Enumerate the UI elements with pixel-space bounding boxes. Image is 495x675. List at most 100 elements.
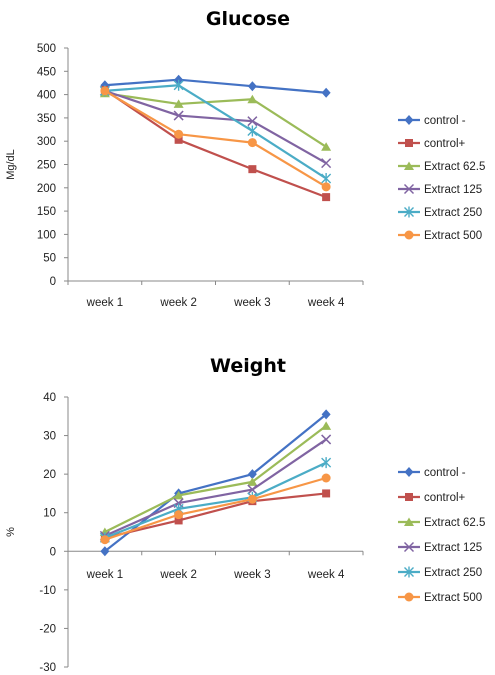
legend-marker	[403, 541, 415, 553]
chart-title: Glucose	[206, 8, 290, 30]
y-tick-label: 50	[43, 253, 56, 265]
series-line	[104, 461, 327, 539]
legend-item: Extract 250	[398, 566, 482, 579]
y-axis-label: Mg/dL	[5, 149, 17, 180]
legend-label: Extract 125	[424, 542, 482, 554]
data-point	[322, 489, 331, 498]
y-tick-label: 200	[37, 183, 56, 195]
data-point	[247, 477, 258, 486]
data-point	[247, 469, 257, 480]
series-extract-500	[100, 86, 331, 192]
data-point	[321, 87, 331, 98]
legend-marker	[404, 230, 414, 240]
x-tick-label: week 4	[307, 297, 345, 309]
y-tick-label: 350	[37, 113, 56, 125]
data-point	[321, 434, 332, 445]
legend-marker	[405, 139, 413, 147]
legend-label: Extract 500	[424, 230, 482, 242]
legend-label: Extract 500	[424, 592, 482, 604]
y-tick-label: -10	[39, 585, 56, 597]
legend-marker	[404, 467, 414, 477]
x-tick-label: week 2	[159, 569, 196, 581]
series-line	[104, 84, 327, 180]
legend-marker	[405, 493, 413, 501]
x-tick-label: week 2	[159, 297, 196, 309]
series-control	[100, 74, 331, 98]
y-tick-label: 20	[43, 469, 56, 481]
y-tick-label: 450	[37, 66, 56, 78]
series-extract-62-5	[99, 88, 332, 151]
y-tick-label: 40	[43, 392, 56, 404]
series-control	[100, 409, 331, 557]
data-point	[322, 193, 331, 202]
data-point	[173, 490, 184, 500]
data-point	[247, 484, 258, 495]
series-line	[104, 92, 327, 148]
legend-label: Extract 250	[424, 567, 482, 579]
series-line	[104, 89, 327, 199]
chart-glucose: Glucose 0 50 100 150 200 250 300 350 400 450 500 wee…	[5, 8, 485, 309]
chart-weight: Weight -30 -20 -10 0 10 20 30 40 week 1 week 2 week…	[5, 355, 485, 674]
x-tick-label: week 3	[233, 569, 270, 581]
legend: control - control+ Extract 62.5 Extract 125…	[398, 115, 485, 242]
legend-marker	[404, 115, 414, 125]
legend-label: Extract 62.5	[424, 517, 485, 529]
data-point	[174, 129, 184, 139]
data-point	[321, 409, 331, 420]
series-line	[104, 438, 327, 537]
legend-marker	[404, 161, 414, 170]
series-line	[104, 89, 327, 188]
y-tick-label: 250	[37, 160, 56, 172]
data-point	[321, 457, 332, 469]
y-tick-label: 100	[37, 229, 56, 241]
data-point	[174, 510, 184, 520]
y-tick-label: 0	[50, 546, 56, 558]
series-line	[104, 89, 327, 165]
legend-item: Extract 500	[398, 592, 482, 604]
legend: control - control+ Extract 62.5 Extract 125…	[398, 467, 485, 604]
legend-item: Extract 125	[398, 541, 482, 554]
data-point	[173, 79, 184, 91]
legend-label: Extract 250	[424, 207, 482, 219]
series-line	[104, 78, 327, 94]
legend-label: Extract 62.5	[424, 161, 485, 173]
legend-label: control+	[424, 138, 466, 150]
legend-marker	[404, 566, 414, 578]
legend-item: Extract 125	[398, 183, 482, 196]
data-point	[247, 125, 258, 137]
series-line	[104, 425, 327, 533]
data-point	[321, 172, 332, 184]
legend-item: control -	[398, 115, 466, 127]
series-line	[104, 476, 327, 541]
data-point	[247, 81, 257, 92]
data-point	[173, 99, 184, 108]
y-tick-label: 0	[50, 276, 56, 288]
legend-marker	[404, 206, 414, 218]
legend-marker	[404, 592, 414, 602]
data-point	[174, 135, 183, 144]
y-tick-label: -20	[39, 623, 56, 635]
data-point	[247, 138, 257, 148]
x-tick-label: week 1	[86, 297, 123, 309]
y-axis-label: %	[5, 527, 17, 537]
data-point	[248, 165, 257, 174]
data-point	[321, 142, 332, 151]
data-point	[247, 94, 258, 104]
legend-item: Extract 62.5	[398, 517, 485, 529]
y-tick-label: 500	[37, 43, 56, 55]
legend-label: control -	[424, 467, 466, 479]
legend-item: control+	[398, 138, 466, 150]
y-tick-label: 400	[37, 90, 56, 102]
y-tick-label: 300	[37, 136, 56, 148]
data-point	[100, 86, 110, 96]
series-line	[104, 492, 327, 539]
data-point	[174, 516, 183, 525]
y-tick-label: 150	[37, 206, 56, 218]
legend-label: control -	[424, 115, 466, 127]
data-point	[247, 116, 258, 127]
x-tick-label: week 4	[307, 569, 345, 581]
legend-item: Extract 500	[398, 230, 482, 242]
legend-item: Extract 62.5	[398, 161, 485, 173]
x-tick-label: week 3	[233, 297, 270, 309]
